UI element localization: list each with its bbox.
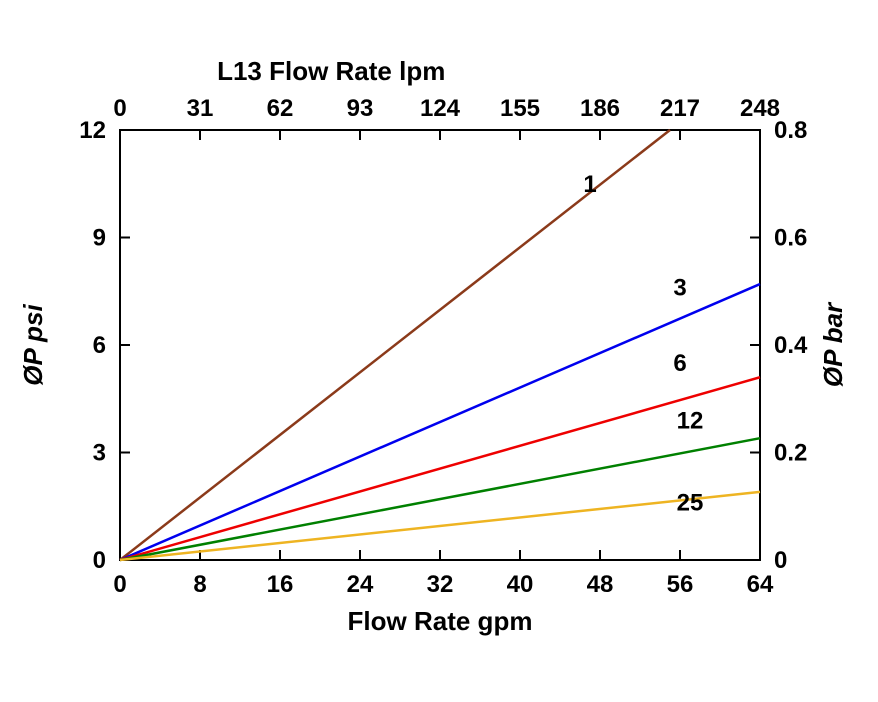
series-label-6: 6 bbox=[673, 350, 686, 377]
series-label-25: 25 bbox=[677, 490, 704, 517]
x-bottom-tick-label: 64 bbox=[747, 571, 774, 598]
series-line-6 bbox=[120, 377, 760, 560]
series-label-12: 12 bbox=[677, 407, 704, 434]
x-bottom-tick-label: 32 bbox=[427, 571, 454, 598]
y-right-tick-label: 0.4 bbox=[774, 332, 808, 359]
plot-area bbox=[120, 130, 760, 560]
flow-rate-chart: 0816243240485664031629312415518621724803… bbox=[0, 0, 878, 702]
x-bottom-tick-label: 56 bbox=[667, 571, 694, 598]
x-top-tick-label: 124 bbox=[420, 95, 461, 122]
series-label-1: 1 bbox=[583, 171, 596, 198]
x-top-tick-label: 217 bbox=[660, 95, 700, 122]
x-bottom-tick-label: 24 bbox=[347, 571, 374, 598]
series-label-3: 3 bbox=[673, 275, 686, 302]
series-line-25 bbox=[120, 492, 760, 560]
series-line-3 bbox=[120, 284, 760, 560]
y-axis-label-left: ØP psi bbox=[18, 304, 48, 386]
y-left-tick-label: 12 bbox=[79, 117, 106, 144]
y-right-tick-label: 0 bbox=[774, 547, 787, 574]
x-axis-label-bottom: Flow Rate gpm bbox=[348, 606, 533, 636]
y-left-tick-label: 0 bbox=[93, 547, 106, 574]
y-left-tick-label: 3 bbox=[93, 440, 106, 467]
x-bottom-tick-label: 8 bbox=[193, 571, 206, 598]
x-top-tick-label: 62 bbox=[267, 95, 294, 122]
series-line-12 bbox=[120, 438, 760, 560]
y-right-tick-label: 0.2 bbox=[774, 440, 807, 467]
x-top-tick-label: 0 bbox=[113, 95, 126, 122]
y-left-tick-label: 9 bbox=[93, 225, 106, 252]
chart-container: 0816243240485664031629312415518621724803… bbox=[0, 0, 878, 702]
y-axis-label-right: ØP bar bbox=[818, 301, 848, 387]
x-top-tick-label: 31 bbox=[187, 95, 214, 122]
x-top-tick-label: 93 bbox=[347, 95, 374, 122]
x-top-tick-label: 155 bbox=[500, 95, 540, 122]
x-bottom-tick-label: 0 bbox=[113, 571, 126, 598]
x-bottom-tick-label: 16 bbox=[267, 571, 294, 598]
chart-title-top: L13 Flow Rate lpm bbox=[217, 56, 445, 86]
x-bottom-tick-label: 40 bbox=[507, 571, 534, 598]
y-right-tick-label: 0.6 bbox=[774, 225, 807, 252]
y-right-tick-label: 0.8 bbox=[774, 117, 807, 144]
y-left-tick-label: 6 bbox=[93, 332, 106, 359]
x-bottom-tick-label: 48 bbox=[587, 571, 614, 598]
x-top-tick-label: 186 bbox=[580, 95, 620, 122]
